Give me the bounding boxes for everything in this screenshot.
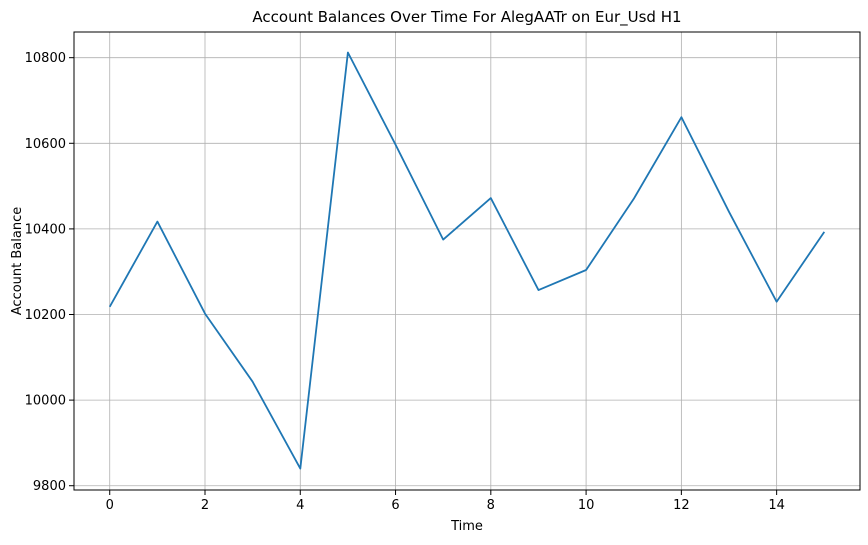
x-tick-label: 8	[487, 498, 495, 513]
x-axis-label: Time	[450, 519, 483, 534]
plot-area-frame	[73, 31, 861, 491]
series-group	[108, 51, 826, 470]
y-tick-label: 10600	[25, 137, 66, 152]
y-axis-label: Account Balance	[10, 207, 25, 315]
y-tick-label: 9800	[33, 479, 66, 494]
x-tick-label: 10	[578, 498, 595, 513]
chart-title: Account Balances Over Time For AlegAATr …	[252, 8, 681, 27]
x-axis-ticks: 0 2 4 6 8 10 12 14	[106, 490, 785, 513]
x-tick-label: 4	[296, 498, 304, 513]
y-tick-label: 10200	[25, 308, 66, 323]
y-tick-label: 10400	[25, 222, 66, 237]
x-tick-label: 2	[201, 498, 209, 513]
account-balance-line	[108, 51, 826, 470]
x-tick-label: 14	[768, 498, 785, 513]
y-tick-label: 10800	[25, 51, 66, 66]
y-axis-ticks: 9800 10000 10200 10400 10600 10800	[25, 51, 74, 494]
y-tick-label: 10000	[25, 394, 66, 409]
x-tick-label: 6	[391, 498, 399, 513]
x-tick-label: 0	[106, 498, 114, 513]
x-tick-label: 12	[673, 498, 690, 513]
